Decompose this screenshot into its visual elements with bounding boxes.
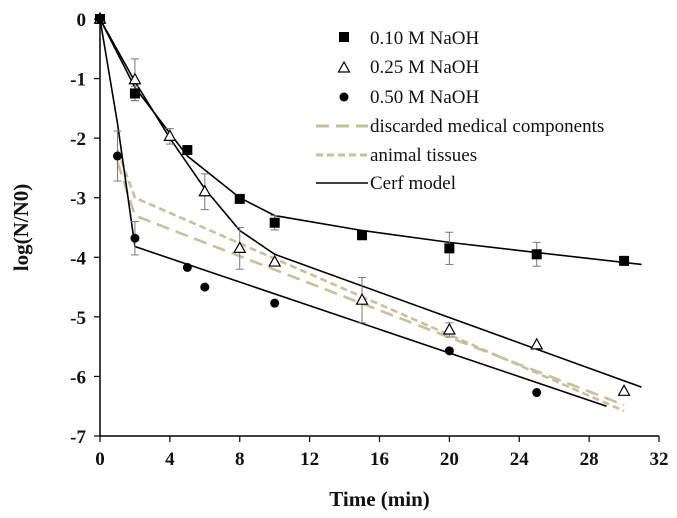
data-point-triangle	[617, 384, 631, 396]
x-tick-label: 28	[580, 449, 599, 470]
y-tick-label: -1	[70, 70, 86, 91]
plot-area: 0 4 8 12 16 20 24 28 32 0 -1 -2 -3 -4 -5 -6 -7	[70, 10, 668, 470]
legend-square-marker	[339, 32, 349, 42]
x-tick-label: 8	[235, 449, 245, 470]
data-point-square	[269, 217, 280, 228]
x-tick-label: 16	[370, 449, 389, 470]
legend-label-cerf: Cerf model	[370, 173, 456, 194]
legend-label-discarded: discarded medical components	[370, 116, 604, 137]
legend-label-animal: animal tissues	[370, 145, 477, 166]
legend-label-0-10m: 0.10 M NaOH	[370, 28, 480, 49]
x-tick-label: 20	[440, 449, 459, 470]
data-point-square	[129, 88, 140, 99]
x-tick-label: 0	[95, 449, 105, 470]
data-point-circle	[270, 298, 280, 308]
legend-item-0-50m: 0.50 M NaOH	[339, 87, 480, 108]
data-point-square	[357, 230, 368, 241]
legend-circle-marker	[339, 92, 349, 102]
data-point-circle	[444, 346, 454, 356]
data-point-square	[182, 145, 193, 156]
legend-item-0-25m: 0.25 M NaOH	[337, 57, 480, 78]
data-point-circle	[532, 388, 542, 398]
legend-item-discarded: discarded medical components	[316, 116, 604, 137]
legend-triangle-marker	[337, 60, 351, 73]
data-point-square	[619, 255, 630, 266]
y-tick-label: -6	[70, 367, 86, 388]
legend-label-0-50m: 0.50 M NaOH	[370, 87, 480, 108]
data-point-circle	[112, 151, 122, 161]
data-point-square	[444, 243, 455, 254]
x-tick-label: 24	[510, 449, 530, 470]
data-point-triangle	[442, 322, 456, 335]
x-tick-label: 4	[165, 449, 175, 470]
data-point-triangle	[233, 241, 247, 253]
y-tick-label: 0	[77, 10, 87, 31]
y-axis-title: log(N/N0)	[9, 184, 33, 272]
legend-item-0-10m: 0.10 M NaOH	[339, 28, 480, 49]
legend: 0.10 M NaOH 0.25 M NaOH 0.50 M NaOH disc…	[316, 28, 604, 194]
x-tick-label: 12	[300, 449, 319, 470]
data-point-circle	[182, 262, 192, 272]
legend-label-0-25m: 0.25 M NaOH	[370, 57, 480, 78]
data-point-triangle	[163, 129, 177, 141]
y-tick-label: -5	[70, 308, 86, 329]
x-tick-label: 32	[650, 449, 669, 470]
data-point-triangle	[530, 337, 544, 350]
cerf-model-curve	[99, 18, 607, 407]
data-point-circle	[130, 233, 140, 243]
legend-item-cerf: Cerf model	[316, 173, 456, 194]
data-point-triangle	[128, 72, 142, 85]
legend-item-animal: animal tissues	[316, 145, 477, 166]
data-point-circle	[95, 14, 105, 24]
cerf-model-curve	[99, 18, 642, 266]
data-point-circle	[200, 282, 210, 292]
data-point-triangle	[268, 254, 282, 267]
y-tick-label: -4	[70, 248, 86, 269]
data-point-square	[531, 249, 542, 260]
data-point-square	[234, 193, 245, 204]
y-tick-label: -7	[70, 427, 86, 448]
data-point-triangle	[198, 184, 212, 197]
y-tick-label: -3	[70, 189, 86, 210]
x-axis-title: Time (min)	[329, 487, 430, 511]
y-tick-label: -2	[70, 129, 86, 150]
data-point-triangle	[355, 292, 369, 305]
dashed-line-discarded	[116, 161, 625, 407]
